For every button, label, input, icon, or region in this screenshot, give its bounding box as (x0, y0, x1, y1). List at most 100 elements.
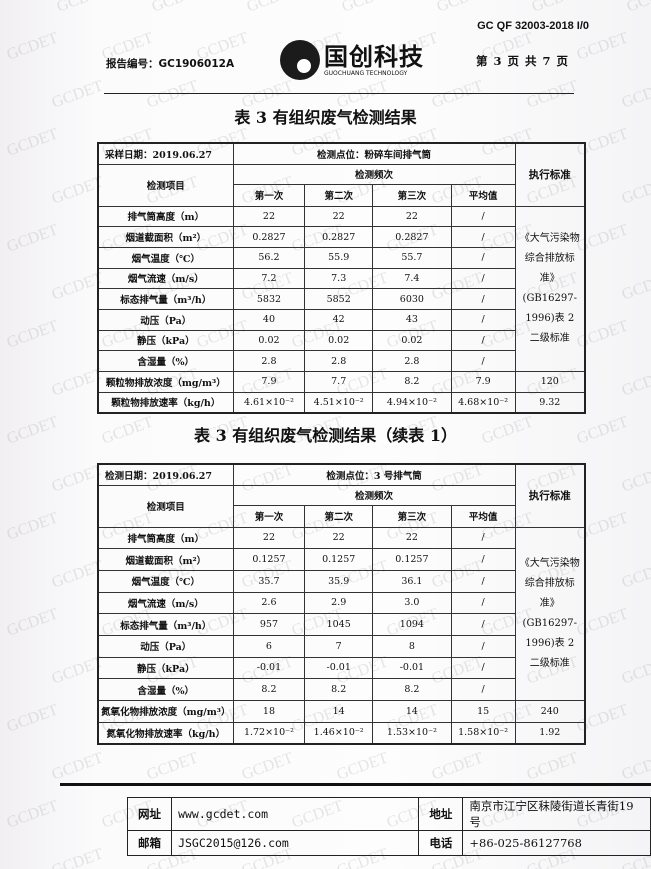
cell-value: 0.1257 (372, 548, 452, 571)
cell-value: 14 (372, 700, 452, 723)
cell-value: 36.1 (372, 569, 452, 593)
cell-value: 0.02 (304, 329, 374, 352)
watermark: GCDET (4, 509, 61, 544)
cell-value: 0.2827 (372, 226, 452, 248)
company-logo: 国创科技 GUOCHUANG TECHNOLOGY (280, 40, 424, 80)
cell-value: / (450, 526, 516, 550)
table-row: 烟道截面积（m²） 0.2827 0.2827 0.2827/ (97, 226, 585, 248)
column-header: 第三次 (372, 504, 452, 528)
watermark: GCDET (624, 0, 651, 17)
watermark: GCDET (4, 29, 61, 64)
cell-value: 7.2 (232, 267, 306, 290)
cell-value: / (450, 569, 516, 593)
cell-value: 22 (372, 205, 452, 228)
table-row: 动压（Pa） 40 42 43/ (97, 308, 585, 331)
logo-cn: 国创科技 (324, 42, 424, 71)
row-label: 烟气流速（m/s） (97, 267, 234, 290)
table-row: 静压（kPa） 0.02 0.02 0.02/ (97, 329, 585, 352)
row-label: 动压（Pa） (97, 308, 234, 331)
watermark: GCDET (619, 749, 651, 784)
watermark: GCDET (4, 125, 61, 160)
cell-value: / (450, 350, 516, 372)
table-row: 烟气温度（℃） 56.2 55.9 55.7/ (97, 246, 585, 269)
cell-value: 40 (232, 308, 306, 331)
cell-value: 8.2 (232, 678, 306, 701)
results-table-2: 检测日期：2019.06.27 检测点位：3 号排气筒 执行标准 检测项目 检测频次 第一… (97, 463, 586, 745)
cell-value: 5832 (232, 288, 306, 310)
frequency-header: 检测频次 (232, 163, 516, 185)
column-header: 第二次 (304, 504, 374, 528)
cell-value: 56.2 (232, 246, 306, 269)
email-label: 邮箱 (126, 830, 173, 856)
cell-value: 2.8 (372, 350, 452, 372)
cell-value: 55.7 (372, 246, 452, 269)
column-header: 第一次 (232, 504, 306, 528)
watermark: GCDET (619, 461, 651, 496)
table-1-title: 表 3 有组织废气检测结果 (234, 108, 417, 127)
row-label: 标态排气量（m³/h） (97, 613, 234, 636)
row-label: 烟气流速（m/s） (97, 591, 234, 615)
website: www.gcdet.com (171, 797, 420, 831)
table-row: 动压（Pa） 6 7 8/ (97, 634, 585, 658)
table-row: 烟气流速（m/s） 2.6 2.9 3.0/ (97, 591, 585, 615)
page-info: 第 3 页 共 7 页 (476, 54, 570, 68)
cell-value: 1.46×10⁻² (304, 721, 374, 745)
table-row: 含湿量（%） 8.2 8.2 8.2/ (97, 678, 585, 701)
cell-value: -0.01 (232, 656, 306, 680)
row-label: 颗粒物排放速率（kg/h） (97, 391, 234, 414)
cell-value: 22 (304, 205, 374, 228)
cell-value: / (450, 656, 516, 680)
cell-value: 2.8 (232, 350, 306, 372)
cell-value: 1.53×10⁻² (372, 721, 452, 745)
table-2-title: 表 3 有组织废气检测结果（续表 1） (194, 426, 457, 445)
document-code: GC QF 32003-2018 I/0 (477, 20, 589, 32)
table-row: 氮氧化物排放速率（kg/h） 1.72×10⁻² 1.46×10⁻² 1.53×10⁻… (97, 721, 586, 745)
row-label: 静压（kPa） (97, 329, 234, 352)
table-row: 静压（kPa） -0.01 -0.01 -0.01/ (97, 656, 585, 680)
table-row: 排气筒高度（m） 22 22 22/《大气污染物综合排放标准》(GB16297-199… (97, 205, 586, 372)
address: 南京市江宁区秣陵街道长青街19号 (462, 797, 651, 831)
watermark: GCDET (4, 797, 61, 832)
standard-header: 执行标准 (514, 463, 586, 528)
cell-value: 22 (232, 526, 306, 550)
column-header: 第三次 (372, 183, 452, 207)
watermark: GCDET (144, 749, 201, 784)
watermark: GCDET (434, 0, 490, 17)
row-label: 静压（kPa） (97, 656, 234, 680)
cell-value: 22 (372, 526, 452, 550)
watermark: GCDET (4, 605, 61, 640)
watermark: GCDET (619, 173, 651, 208)
logo-icon (280, 40, 320, 80)
footer-divider (60, 783, 651, 786)
cell-value: / (450, 329, 516, 352)
row-label: 排气筒高度（m） (97, 526, 234, 550)
row-label: 颗粒物排放浓度（mg/m³） (97, 371, 234, 393)
cell-value: 7.4 (372, 267, 452, 290)
cell-value: 8 (372, 634, 452, 658)
cell-value: 1.58×10⁻² (450, 721, 516, 745)
watermark: GCDET (49, 845, 106, 869)
watermark: GCDET (244, 0, 300, 17)
location: 检测点位：3 号排气筒 (232, 463, 516, 486)
item-header: 检测项目 (97, 484, 234, 528)
cell-value: 2.8 (304, 350, 374, 372)
cell-value: 3.0 (372, 591, 452, 615)
row-label: 烟气温度（℃） (97, 569, 234, 593)
cell-value: 0.02 (232, 329, 306, 352)
row-label: 含湿量（%） (97, 678, 234, 701)
cell-value: 1.92 (514, 721, 586, 745)
cell-value: 1045 (304, 613, 374, 636)
website-label: 网址 (126, 797, 173, 831)
sampling-date: 采样日期：2019.06.27 (97, 142, 234, 165)
standard-text: 《大气污染物综合排放标准》(GB16297-1996)表 2 二级标准 (514, 205, 586, 372)
watermark: GCDET (49, 749, 106, 784)
row-label: 烟道截面积（m²） (97, 548, 234, 571)
row-label: 烟道截面积（m²） (97, 226, 234, 248)
cell-value: / (450, 226, 516, 248)
row-label: 氮氧化物排放浓度（mg/m³） (97, 700, 234, 723)
watermark: GCDET (334, 749, 391, 784)
standard-text: 《大气污染物综合排放标准》(GB16297-1996)表 2 二级标准 (514, 526, 586, 701)
report-number: 报告编号：GC1906012A (106, 58, 235, 70)
cell-value: 14 (304, 700, 374, 723)
watermark: GCDET (339, 0, 395, 17)
